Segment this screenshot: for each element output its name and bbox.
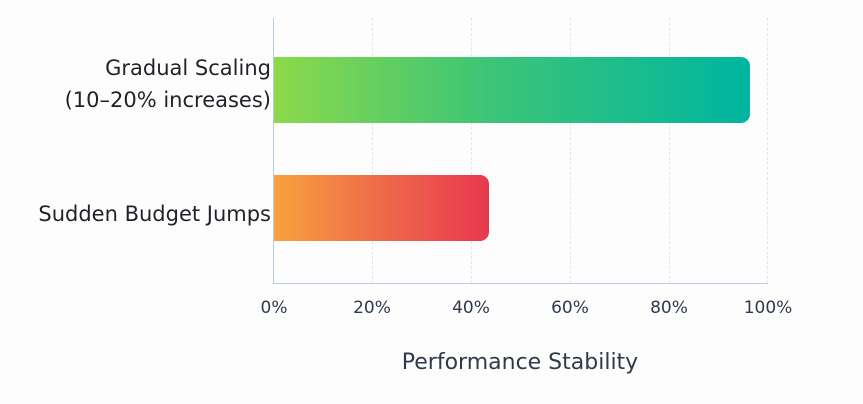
x-tick-60: 60% bbox=[551, 298, 589, 318]
category-label-line: Sudden Budget Jumps bbox=[38, 202, 271, 226]
gridline-20 bbox=[372, 18, 373, 284]
x-tick-0: 0% bbox=[260, 298, 288, 318]
x-tick-40: 40% bbox=[452, 298, 490, 318]
bar-sudden-budget-jumps bbox=[274, 175, 489, 241]
category-label-sudden: Sudden Budget Jumps bbox=[38, 198, 271, 230]
plot-area bbox=[273, 18, 768, 284]
x-axis-line bbox=[273, 283, 768, 284]
category-label-line: Gradual Scaling bbox=[105, 56, 271, 80]
bar-gradual-scaling bbox=[274, 57, 750, 123]
gridline-40 bbox=[471, 18, 472, 284]
x-tick-20: 20% bbox=[353, 298, 391, 318]
gridline-100 bbox=[767, 18, 768, 284]
x-tick-80: 80% bbox=[650, 298, 688, 318]
x-tick-100: 100% bbox=[743, 298, 793, 318]
category-label-line: (10–20% increases) bbox=[64, 88, 271, 112]
x-axis-title: Performance Stability bbox=[401, 350, 639, 375]
gridline-80 bbox=[669, 18, 670, 284]
category-label-gradual: Gradual Scaling (10–20% increases) bbox=[65, 52, 271, 116]
y-axis-line bbox=[273, 18, 274, 284]
gridline-60 bbox=[570, 18, 571, 284]
